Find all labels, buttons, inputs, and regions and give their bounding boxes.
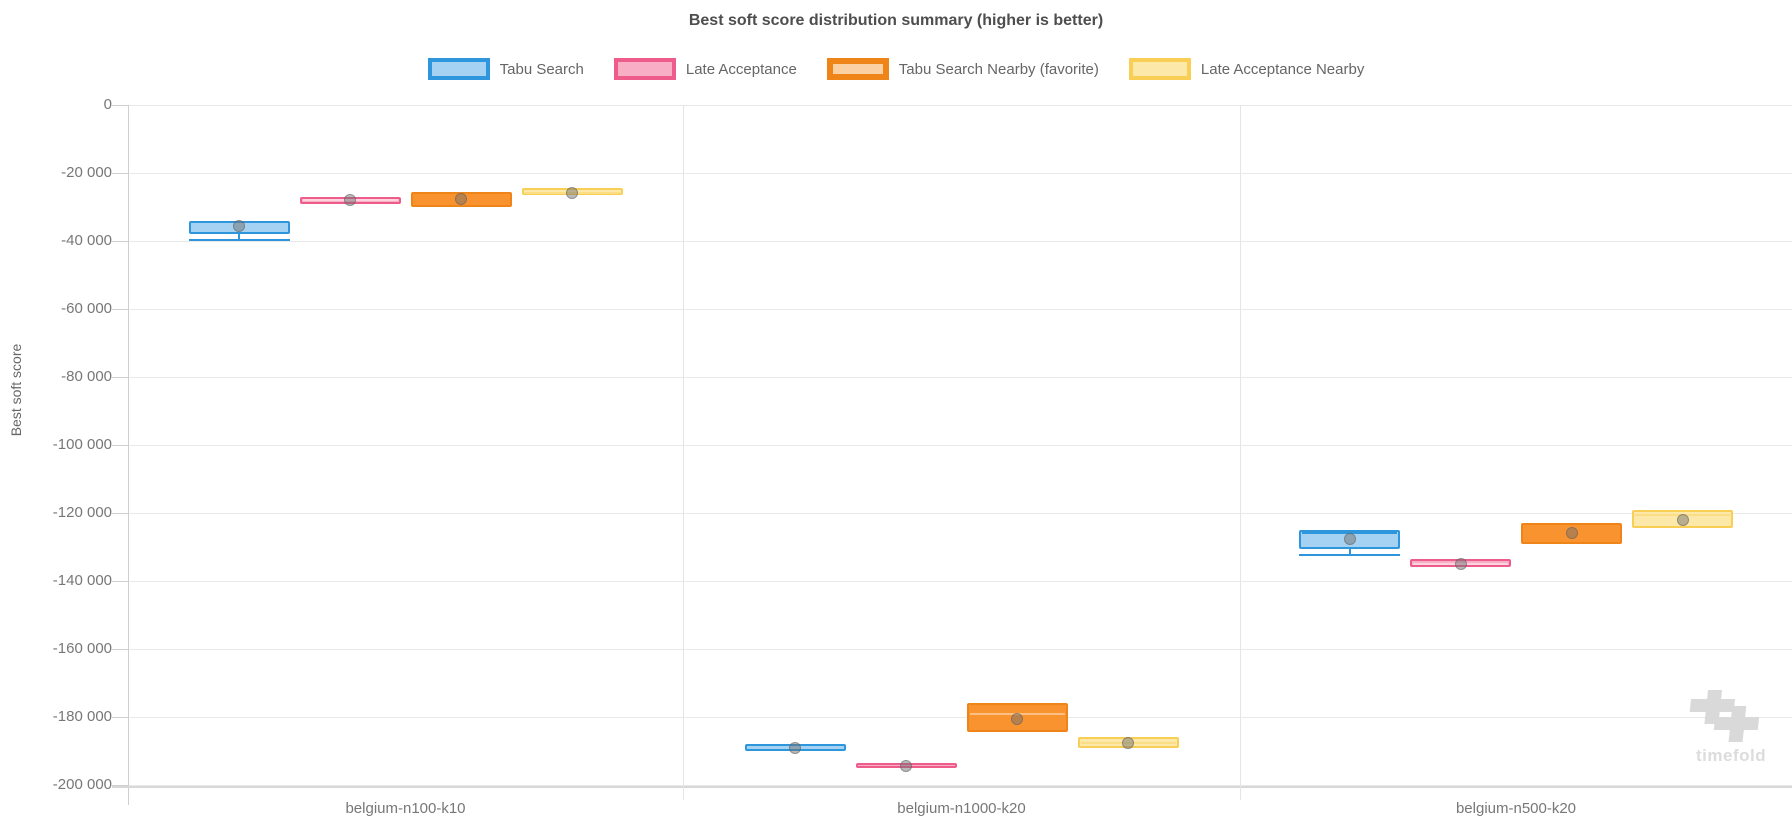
- y-tick-label: -60 000: [61, 300, 112, 317]
- mean-dot: [1122, 736, 1134, 749]
- y-tick-mark: [112, 513, 128, 514]
- mean-dot: [1343, 532, 1356, 545]
- mean-dot: [566, 187, 578, 200]
- legend-label: Tabu Search: [499, 60, 584, 78]
- y-tick-mark: [112, 717, 128, 718]
- y-tick-mark: [112, 173, 128, 174]
- gridline: [128, 717, 1792, 718]
- y-tick-label: -20 000: [61, 164, 112, 181]
- category-label: belgium-n1000-k20: [897, 800, 1026, 817]
- whisker-cap: [188, 239, 290, 242]
- gridline: [128, 105, 1792, 106]
- y-tick-mark: [112, 241, 128, 242]
- y-tick-mark: [112, 785, 128, 786]
- y-tick-mark: [112, 309, 128, 310]
- y-tick-mark: [112, 445, 128, 446]
- whisker-stem: [1348, 548, 1351, 554]
- gridline: [128, 513, 1792, 514]
- gridline: [128, 581, 1792, 582]
- gridline: [128, 445, 1792, 446]
- gridline: [128, 173, 1792, 174]
- y-axis-title: Best soft score: [8, 343, 24, 437]
- mean-dot: [233, 219, 245, 232]
- legend-label: Tabu Search Nearby (favorite): [898, 60, 1099, 78]
- mean-dot: [900, 760, 912, 773]
- y-axis-line: [128, 105, 129, 805]
- whisker-cap: [1299, 553, 1400, 556]
- legend-item-2[interactable]: Late Acceptance: [613, 58, 797, 80]
- y-tick-label: -160 000: [52, 640, 112, 657]
- mean-dot: [455, 192, 467, 205]
- y-tick-label: -200 000: [52, 776, 112, 793]
- y-tick-mark: [112, 105, 128, 106]
- legend-item-4[interactable]: Late Acceptance Nearby: [1128, 58, 1365, 80]
- y-tick-label: -120 000: [52, 504, 112, 521]
- mean-dot: [1454, 558, 1467, 570]
- legend-label: Late Acceptance: [685, 60, 797, 78]
- y-tick-label: -140 000: [52, 572, 112, 589]
- timefold-logo-icon: [1689, 690, 1760, 742]
- mean-dot: [344, 194, 356, 207]
- legend-label: Late Acceptance Nearby: [1200, 60, 1365, 78]
- mean-dot: [1011, 712, 1023, 725]
- mean-dot: [789, 741, 801, 754]
- legend-item-3[interactable]: Tabu Search Nearby (favorite): [826, 58, 1099, 80]
- y-tick-mark: [112, 377, 128, 378]
- y-tick-label: -180 000: [52, 708, 112, 725]
- mean-dot: [1565, 527, 1578, 540]
- legend-swatch: [427, 58, 490, 80]
- gridline: [128, 377, 1792, 378]
- gridline: [128, 649, 1792, 650]
- mean-dot: [1676, 513, 1689, 526]
- panel-divider: [1240, 105, 1241, 800]
- whisker-stem: [238, 234, 240, 240]
- gridline: [128, 309, 1792, 310]
- y-tick-label: -80 000: [61, 368, 112, 385]
- legend-swatch: [826, 58, 889, 80]
- chart-title: Best soft score distribution summary (hi…: [688, 12, 1104, 29]
- y-tick-label: -100 000: [52, 436, 112, 453]
- timefold-logo: timefold: [1686, 690, 1790, 776]
- category-label: belgium-n500-k20: [1455, 800, 1577, 817]
- gridline: [128, 241, 1792, 242]
- timefold-logo-text: timefold: [1696, 746, 1767, 765]
- legend-swatch: [613, 58, 676, 80]
- panel-divider: [683, 105, 684, 800]
- y-tick-mark: [112, 581, 128, 582]
- legend-swatch: [1128, 58, 1191, 80]
- legend: Tabu Search Late Acceptance Tabu Search Ne…: [0, 56, 1792, 82]
- legend-item-1[interactable]: Tabu Search: [427, 58, 584, 80]
- x-axis-line: [112, 786, 1792, 788]
- gridline: [128, 785, 1792, 786]
- y-tick-label: -40 000: [61, 232, 112, 249]
- y-tick-label: 0: [103, 96, 112, 113]
- category-label: belgium-n100-k10: [345, 800, 466, 817]
- y-tick-mark: [112, 649, 128, 650]
